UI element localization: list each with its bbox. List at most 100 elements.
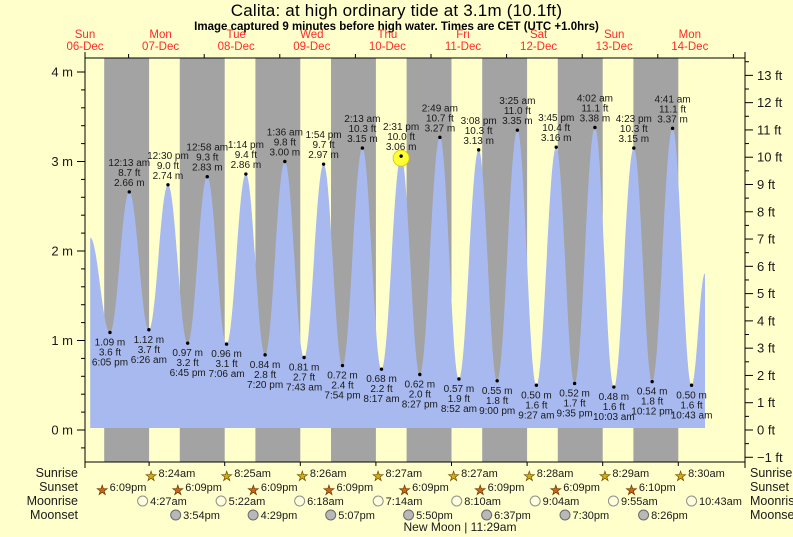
sunset-star-icon: ★ [626,483,638,498]
tide-height-ft-label: 9.3 ft [196,153,218,164]
tide-height-m-label: 3.16 m [541,133,572,144]
tide-extreme-dot [127,190,131,194]
moonrise-time: 4:27am [150,496,187,508]
tide-extreme-dot [147,328,151,332]
tide-height-ft-label: 10.3 ft [465,126,493,137]
tide-extreme-dot [379,367,384,371]
m-axis-label: 2 m [51,244,73,259]
moonset-row-label-left: Moonset [30,508,78,522]
tide-time-label: 3:45 pm [538,113,574,124]
tide-height-ft-label: 3.7 ft [138,345,160,356]
tide-time-label: 9:35 pm [557,408,593,419]
day-date-label: 12-Dec [520,41,557,53]
tide-height-m-label: 3.27 m [425,123,456,134]
tide-height-ft-label: 1.8 ft [486,396,508,407]
tide-time-label: 6:26 am [131,355,167,366]
moonset-icon [325,509,337,521]
tide-height-m-label: 3.38 m [580,113,611,124]
tide-height-m-label: 2.83 m [192,163,223,174]
tide-area [90,127,705,428]
ft-axis-label: 1 ft [757,395,775,410]
tide-extreme-dot [650,379,654,384]
sunset-star-icon: ★ [96,483,108,498]
day-weekday-label: Sun [604,29,624,41]
sunrise-time: 8:26am [310,468,347,480]
ft-axis-label: 11 ft [757,122,782,137]
tide-height-m-label: 3.15 m [347,134,378,145]
moonset-icon [403,509,415,521]
tide-height-m-label: 0.84 m [250,360,281,371]
astro-row-moonset: Moonset Moonset 3:54pm 4:29pm 5:07pm 5:50pm 6:… [30,508,793,522]
tide-extreme-dot [476,148,481,152]
tide-time-label: 8:17 am [363,394,399,405]
tide-height-ft-label: 9.0 ft [157,161,179,172]
moonrise-time: 10:43am [699,496,742,508]
tide-height-m-label: 1.09 m [95,337,126,348]
tide-time-label: 4:23 pm [616,114,652,125]
tide-height-ft-label: 3.1 ft [215,359,237,370]
tide-height-ft-label: 10.0 ft [387,132,415,143]
day-date-label: 13-Dec [596,41,633,53]
moonrise-icon [372,495,384,507]
tide-height-m-label: 3.13 m [463,136,494,147]
day-weekday-label: Sat [530,29,548,41]
moonrise-row-label-left: Moonrise [27,494,78,508]
day-weekday-label: Fri [456,29,469,41]
tide-height-m-label: 0.72 m [327,371,358,382]
m-axis-label: 1 m [51,333,73,348]
tide-high-annotation: 12:13 am8.7 ft2.66 m [108,158,150,194]
tide-time-label: 7:20 pm [247,380,283,391]
tide-extreme-dot [399,154,403,158]
tide-height-m-label: 0.68 m [366,374,397,385]
tide-height-ft-label: 2.2 ft [370,384,392,395]
ft-axis-label: 2 ft [757,368,775,383]
tide-height-ft-label: 2.8 ft [254,370,276,381]
tide-annotations: 1.09 m3.6 ft6:05 pm 12:13 am8.7 ft2.66 m 1… [92,93,713,423]
tide-height-m-label: 3.06 m [386,142,417,153]
tide-height-ft-label: 10.3 ft [348,124,376,135]
tide-extreme-dot [340,363,345,368]
tide-height-ft-label: 3.2 ft [177,358,199,369]
tide-height-ft-label: 1.6 ft [680,400,702,411]
day-date-label: 07-Dec [142,41,179,53]
tide-extreme-dot [534,383,539,387]
tide-high-annotation: 12:58 am9.3 ft2.83 m [186,143,228,179]
day-date-label: 11-Dec [445,41,481,53]
tide-time-label: 7:43 am [286,383,322,394]
tide-height-ft-label: 10.7 ft [426,113,454,124]
tide-height-ft-label: 9.4 ft [235,150,257,161]
tide-height-m-label: 3.00 m [270,148,301,159]
moonset-time: 8:26pm [651,510,688,522]
tide-height-m-label: 0.57 m [444,384,475,395]
tide-extreme-dot [457,377,461,381]
sunrise-star-icon: ★ [372,469,384,484]
tide-time-label: 2:49 am [422,103,458,114]
astro-row-sunrise: Sunrise Sunrise★ 8:24am ★ 8:25am ★ 8:26am ★ 8:27… [36,466,793,484]
day-labels: Sun06-DecMon07-DecTue08-DecWed09-DecThu1… [66,29,708,53]
moonset-icon [638,509,650,521]
ft-axis-label: 10 ft [757,150,783,165]
m-axis-label: 0 m [51,423,73,438]
tide-time-label: 3:08 pm [461,116,497,127]
tide-low-annotation: 0.55 m1.8 ft9:00 pm [479,379,515,417]
tide-low-annotation: 0.96 m3.1 ft7:06 am [208,342,245,380]
tide-time-label: 2:13 am [344,114,380,125]
ft-axis-label: 4 ft [757,313,775,328]
moon-phase-note: New Moon | 11:29am [404,520,517,534]
tide-extreme-dot [515,128,520,132]
sunset-time: 6:10pm [639,482,676,494]
tide-low-annotation: 0.81 m2.7 ft7:43 am [286,355,322,394]
tide-height-ft-label: 1.9 ft [448,394,470,405]
tide-extreme-dot [612,385,616,389]
sunrise-star-icon: ★ [523,469,535,484]
tide-extreme-dot [418,372,422,377]
tide-low-annotation: 1.09 m3.6 ft6:05 pm [92,330,128,368]
tide-extreme-dot [670,126,675,131]
tide-height-m-label: 2.74 m [153,171,184,182]
